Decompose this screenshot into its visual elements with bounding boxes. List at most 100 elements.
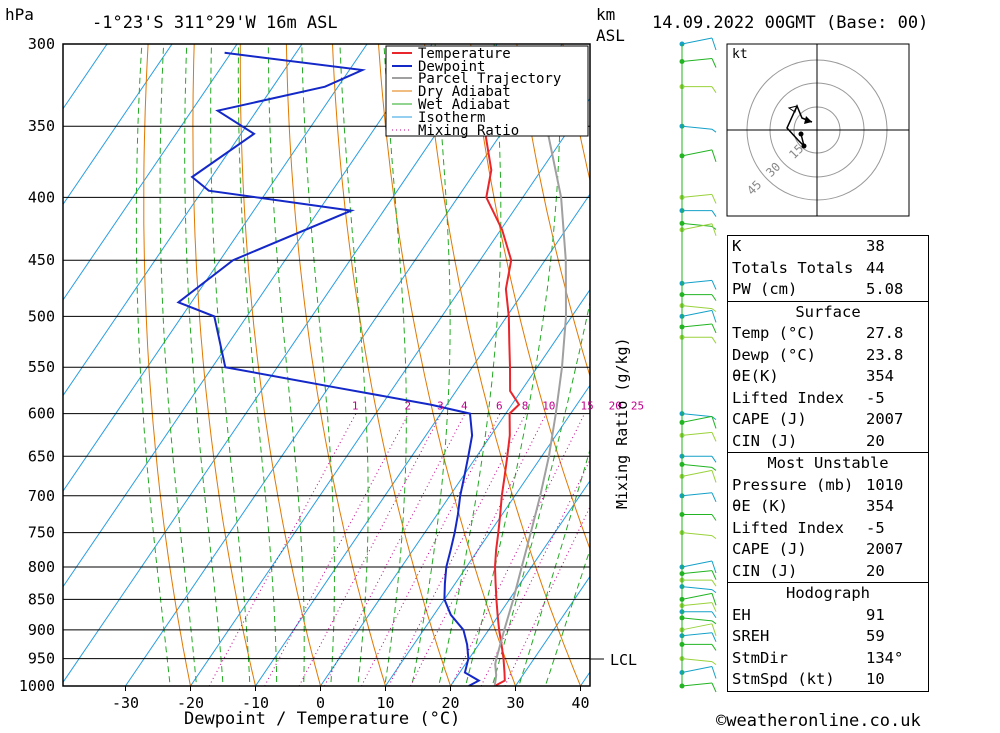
pressure-tick-500: 500 xyxy=(28,307,55,325)
wind-barb-flag xyxy=(711,570,717,580)
wind-barb-flag xyxy=(711,661,717,666)
dry-adiabat-line xyxy=(143,44,192,686)
wind-barb-flag xyxy=(711,416,717,429)
dry-adiabat-line xyxy=(285,44,387,686)
isotherm-line xyxy=(63,44,368,493)
mu-thetae: θE (K) 354 xyxy=(732,497,894,515)
pressure-tick-650: 650 xyxy=(28,447,55,465)
wind-barb xyxy=(681,279,713,284)
dry-adiabat-line xyxy=(239,44,322,686)
x-tick-label--30: -30 xyxy=(112,694,139,712)
dry-adiabat-line xyxy=(964,7,1000,712)
wind-barb xyxy=(681,560,713,568)
wind-barb-flag xyxy=(711,456,717,463)
wet-adiabat-line xyxy=(135,44,171,686)
wind-barb-flag xyxy=(711,86,717,93)
mixing-ratio-line xyxy=(504,505,590,686)
pressure-tick-850: 850 xyxy=(28,590,55,608)
isotherm-line xyxy=(63,44,108,110)
legend-mixing-ratio: Mixing Ratio xyxy=(418,123,519,139)
dry-adiabat-line xyxy=(516,44,590,378)
mixing-ratio-label-6: 6 xyxy=(496,400,503,413)
wind-barb xyxy=(681,532,713,537)
pressure-grid xyxy=(63,43,590,687)
wind-barb-flag xyxy=(711,337,717,344)
wind-barb xyxy=(681,658,713,663)
mixing-ratio-line xyxy=(298,413,442,686)
wind-barb-flag xyxy=(711,611,717,619)
wind-barb-flag xyxy=(711,149,717,162)
asl-label: ASL xyxy=(596,26,625,45)
pressure-tick-600: 600 xyxy=(28,405,55,423)
wind-barb xyxy=(681,492,713,497)
legend-dry-adiabat: Dry Adiabat xyxy=(418,84,511,100)
pressure-tick-700: 700 xyxy=(28,487,55,505)
wind-barb-flag xyxy=(711,560,717,574)
pressure-tick-300: 300 xyxy=(28,35,55,53)
wind-profile xyxy=(679,37,717,693)
wind-barb-flag xyxy=(711,602,717,612)
wind-barb-flag xyxy=(711,223,717,236)
dry-adiabat-line xyxy=(377,44,517,686)
surface-dewp: Dewp (°C) 23.8 xyxy=(732,345,904,364)
wind-barb xyxy=(681,469,713,477)
wind-barb-flag xyxy=(711,593,717,606)
km-label: km xyxy=(596,5,616,24)
legend-isotherm: Isotherm xyxy=(418,110,485,126)
wind-barb-flag xyxy=(711,37,717,51)
dry-adiabat-line xyxy=(470,44,590,551)
wet-adiabat-line xyxy=(237,44,278,686)
hodograph: kt 15 30 45 xyxy=(726,43,910,217)
indices-table: K 38 Totals Totals 44 PW (cm) 5.08 Surface … xyxy=(727,235,929,692)
wind-barb xyxy=(681,223,713,231)
wind-barb xyxy=(681,586,713,591)
isotherm-line xyxy=(189,97,590,686)
wind-barb-flag xyxy=(711,620,717,625)
wet-adiabat-line xyxy=(339,44,369,686)
wind-barb xyxy=(681,222,713,227)
pressure-tick-1000: 1000 xyxy=(19,677,55,695)
legend: Temperature Dewpoint Parcel Trajectory D… xyxy=(385,45,589,139)
x-tick-label-0: 0 xyxy=(316,694,325,712)
isotherm-line xyxy=(384,384,590,686)
surface-heading: Surface xyxy=(728,300,928,324)
wind-barb-flag xyxy=(711,467,717,471)
wind-barb-flag xyxy=(711,623,717,636)
isotherm-line xyxy=(254,193,590,686)
isotherm-line xyxy=(449,479,590,686)
hodo-stmspd: StmSpd (kt) 10 xyxy=(732,670,885,688)
legend-temperature: Temperature xyxy=(418,46,511,62)
wind-barb xyxy=(681,666,713,673)
mu-li: Lifted Index -5 xyxy=(732,518,885,537)
pressure-tick-400: 400 xyxy=(28,188,55,206)
surface-thetae: θE(K) 354 xyxy=(732,367,894,385)
surface-cin: CIN (J) 20 xyxy=(732,431,885,450)
wind-barb xyxy=(681,623,713,631)
wind-barb xyxy=(681,463,713,468)
wind-barb-flag xyxy=(711,632,717,642)
mixing-ratio-label-1: 1 xyxy=(352,400,359,413)
pressure-tick-350: 350 xyxy=(28,117,55,135)
hodo-sreh: SREH 59 xyxy=(732,627,885,645)
wind-barb xyxy=(681,617,713,622)
location-title: -1°23'S 311°29'W 16m ASL xyxy=(92,13,338,33)
wind-barb-flag xyxy=(711,323,717,334)
wet-adiabat-line xyxy=(544,548,590,686)
wind-barb-flag xyxy=(711,682,717,693)
surface-temp: Temp (°C) 27.8 xyxy=(732,324,904,342)
wind-barb xyxy=(681,413,713,418)
index-pw: PW (cm) 5.08 xyxy=(732,280,904,298)
wet-adiabat-line xyxy=(438,44,502,686)
x-tick-label--20: -20 xyxy=(177,694,204,712)
plot-frame xyxy=(62,43,591,687)
wind-barb-flag xyxy=(711,644,717,651)
wind-barb-flag xyxy=(711,535,717,539)
wind-barb-flag xyxy=(711,210,717,217)
isotherm-line xyxy=(63,44,303,397)
mixing-ratio-labels: 1 2 3 4 6 8 10 15 20 25 xyxy=(352,400,644,413)
wind-barb-flag xyxy=(711,514,717,521)
wind-barb xyxy=(681,305,713,310)
wind-barb-flag xyxy=(711,58,717,68)
